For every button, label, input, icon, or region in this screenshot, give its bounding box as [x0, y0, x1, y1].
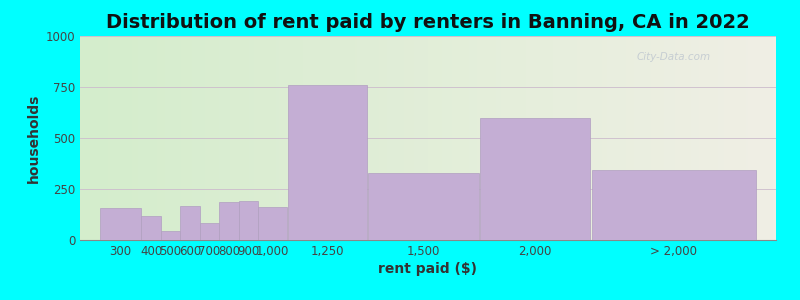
Bar [219, 202, 238, 240]
Bar [480, 118, 590, 240]
Bar [180, 206, 200, 240]
Bar [368, 173, 478, 240]
Bar [161, 231, 180, 240]
Bar [100, 208, 141, 240]
Bar [288, 85, 366, 240]
Bar [238, 201, 258, 240]
Bar [592, 169, 756, 240]
X-axis label: rent paid ($): rent paid ($) [378, 262, 478, 276]
Text: City-Data.com: City-Data.com [637, 52, 711, 62]
Title: Distribution of rent paid by renters in Banning, CA in 2022: Distribution of rent paid by renters in … [106, 13, 750, 32]
Y-axis label: households: households [27, 93, 42, 183]
Bar [258, 207, 287, 240]
Bar [142, 215, 161, 240]
Bar [200, 223, 219, 240]
